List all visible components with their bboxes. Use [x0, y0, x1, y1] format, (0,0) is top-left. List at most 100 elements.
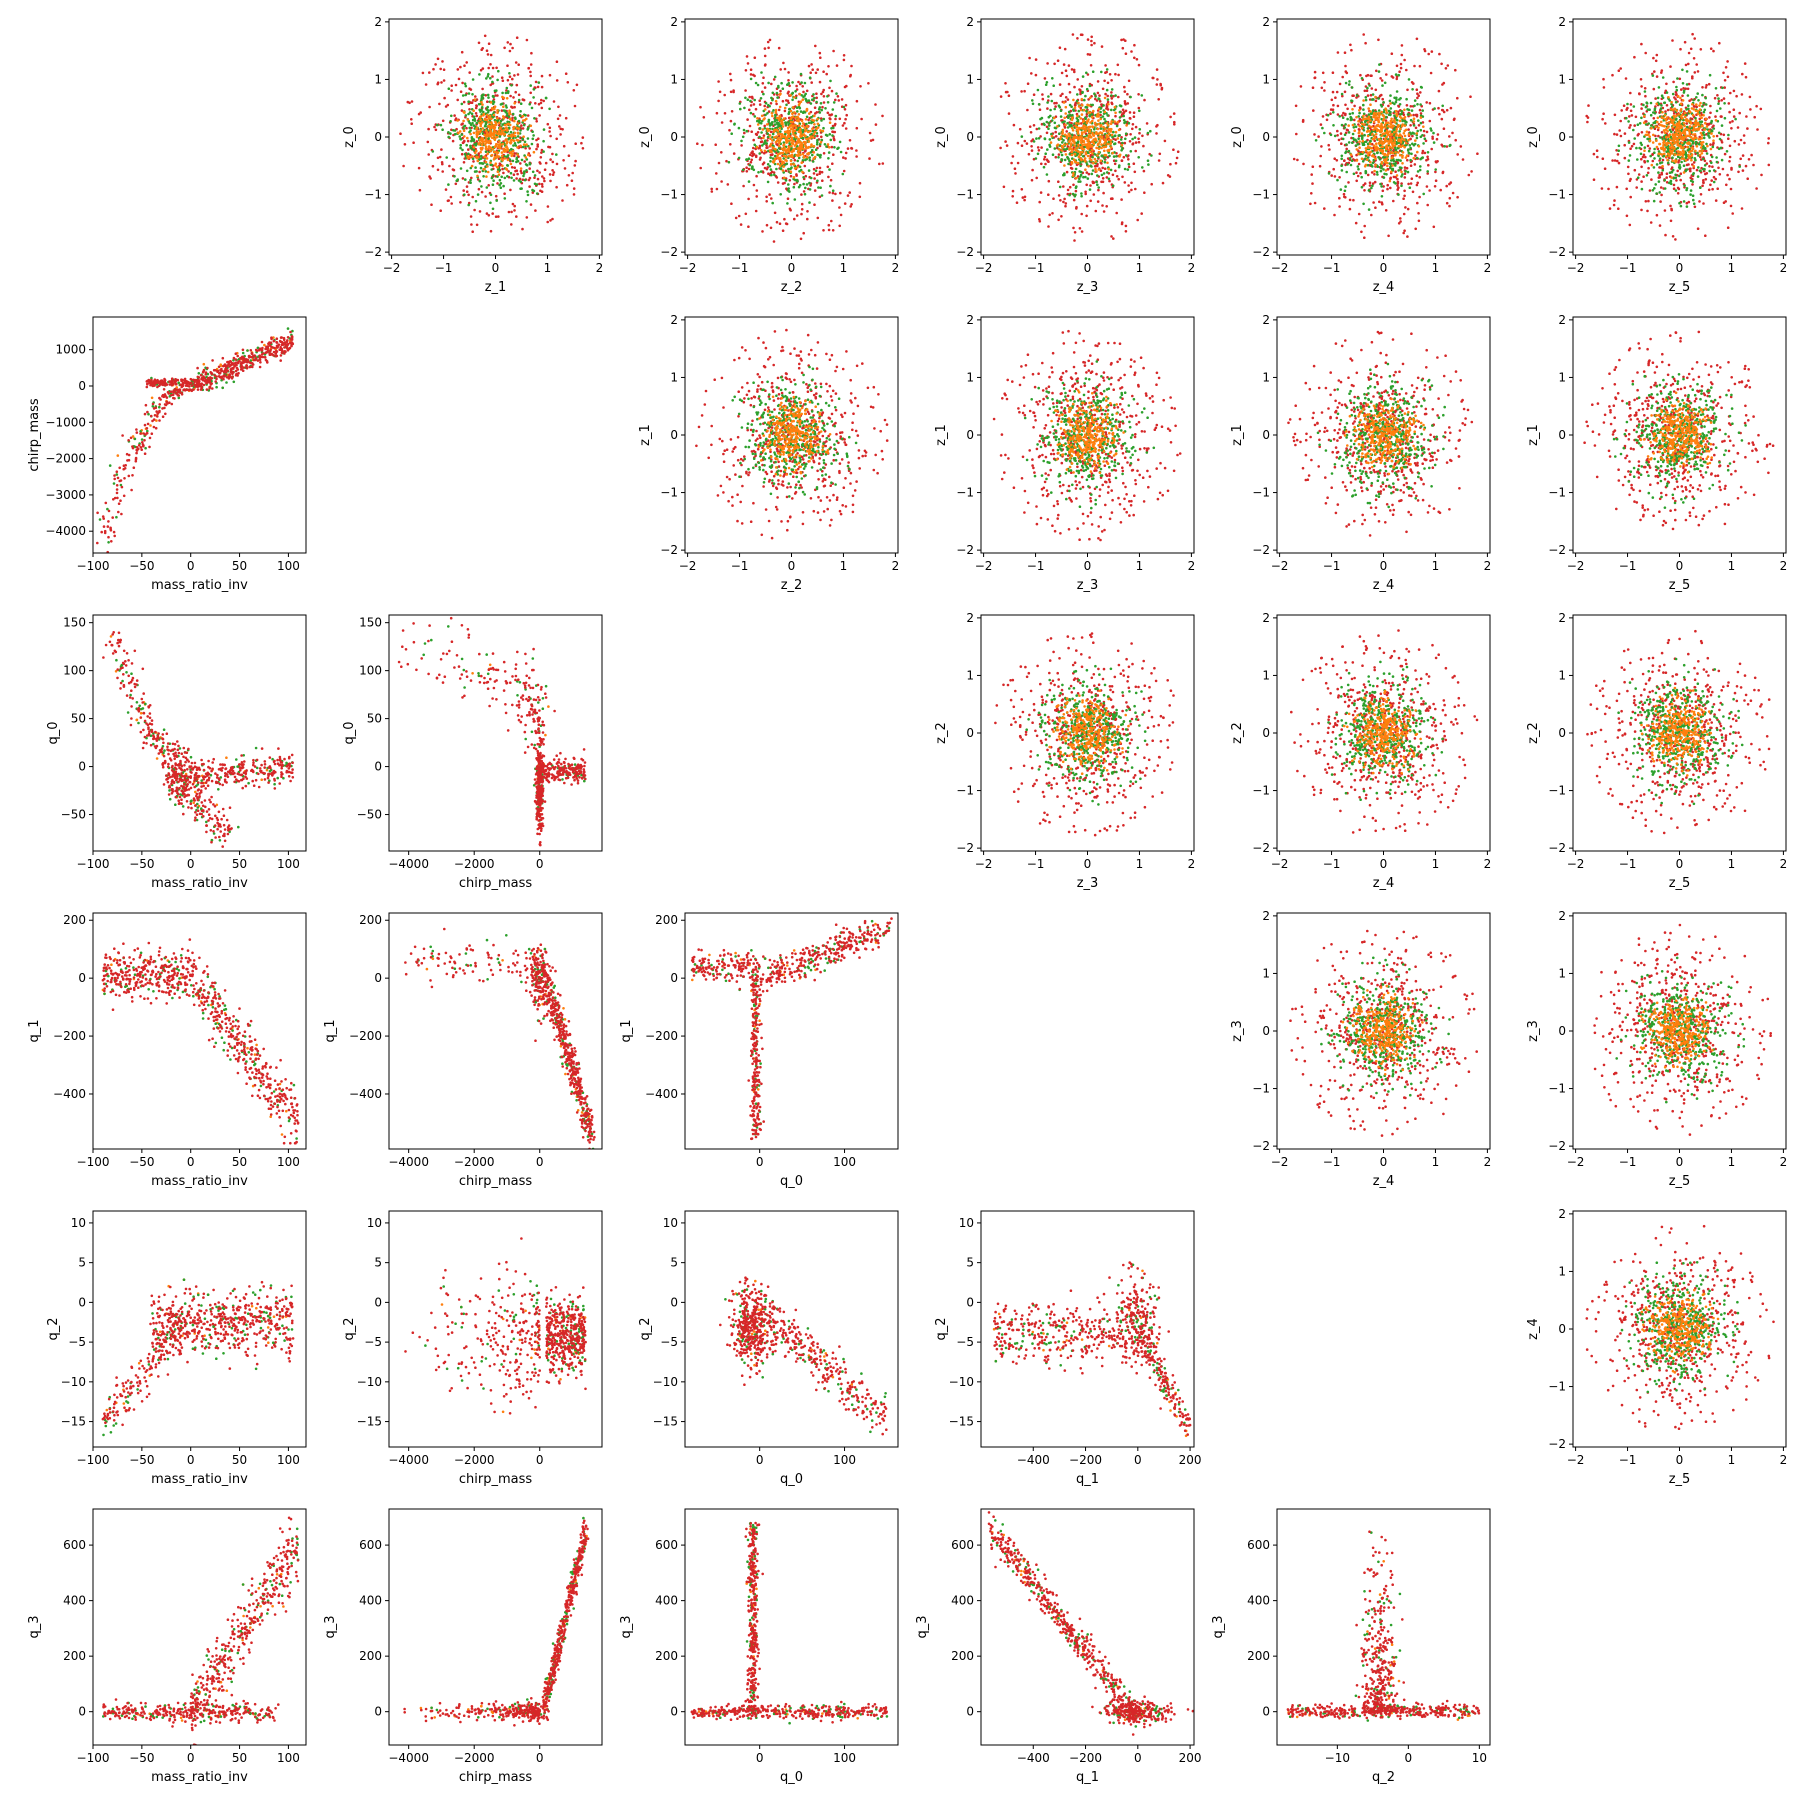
data-point — [1344, 103, 1347, 107]
data-point — [778, 114, 781, 118]
data-point — [470, 139, 473, 143]
data-point — [1124, 109, 1128, 113]
data-point — [1407, 151, 1411, 155]
data-point — [732, 152, 736, 155]
data-point — [830, 219, 833, 223]
data-point — [479, 129, 483, 132]
data-point — [1072, 98, 1075, 102]
data-point — [441, 170, 445, 173]
data-point — [1061, 92, 1064, 96]
data-point — [1423, 151, 1427, 155]
data-point — [769, 130, 773, 134]
data-point — [1007, 112, 1011, 115]
data-point — [458, 130, 462, 133]
data-point — [1367, 129, 1370, 132]
data-point — [1004, 82, 1007, 85]
data-point — [1176, 150, 1180, 153]
y-tick-label: −1 — [956, 188, 974, 202]
data-point — [1095, 180, 1098, 184]
data-point — [789, 159, 793, 163]
data-point — [478, 170, 481, 174]
data-point — [1403, 129, 1406, 133]
data-point — [1343, 51, 1347, 54]
data-point — [827, 157, 830, 160]
data-point — [1364, 154, 1368, 158]
data-point — [1383, 163, 1386, 167]
data-point — [1398, 166, 1402, 169]
data-point — [805, 98, 808, 102]
data-point — [1397, 141, 1401, 145]
data-point — [1136, 218, 1139, 222]
data-point — [830, 89, 834, 93]
data-point — [1130, 188, 1133, 192]
data-point — [521, 114, 525, 118]
data-point — [793, 119, 796, 122]
data-point — [760, 114, 764, 118]
data-point — [822, 229, 825, 232]
data-point — [776, 138, 780, 141]
data-point — [1442, 127, 1446, 130]
data-point — [1155, 125, 1158, 128]
data-point — [1065, 136, 1069, 140]
data-point — [807, 118, 810, 122]
data-point — [740, 139, 743, 143]
data-point — [769, 142, 773, 146]
data-point — [825, 145, 828, 148]
data-point — [502, 184, 505, 188]
data-point — [764, 113, 767, 117]
data-point — [1083, 130, 1086, 134]
data-point — [1080, 194, 1083, 198]
data-point — [1067, 114, 1070, 117]
data-point — [531, 188, 534, 192]
data-point — [513, 204, 516, 208]
data-point — [1400, 184, 1403, 188]
data-point — [1081, 33, 1084, 37]
data-point — [1011, 195, 1014, 198]
data-point — [450, 128, 453, 132]
data-point — [1399, 141, 1403, 144]
data-point — [1074, 160, 1078, 164]
data-point — [737, 156, 741, 160]
data-point — [820, 135, 823, 139]
data-point — [492, 158, 496, 161]
data-point — [1073, 144, 1076, 148]
data-point — [1023, 139, 1027, 143]
data-point — [465, 61, 469, 64]
data-point — [1073, 239, 1076, 242]
data-point — [1361, 135, 1364, 139]
data-point — [1101, 87, 1105, 91]
data-point — [1357, 134, 1361, 138]
data-point — [1401, 173, 1404, 176]
data-point — [787, 90, 790, 94]
data-point — [811, 136, 815, 139]
data-point — [480, 148, 484, 151]
data-point — [781, 99, 785, 103]
data-point — [1323, 131, 1326, 135]
data-point — [542, 99, 545, 103]
data-point — [771, 114, 774, 118]
data-point — [1398, 130, 1401, 133]
data-point — [1390, 52, 1394, 55]
data-point — [1406, 170, 1410, 174]
data-point — [1106, 108, 1110, 111]
data-point — [1073, 141, 1076, 145]
data-point — [734, 216, 738, 220]
data-point — [483, 167, 486, 171]
data-point — [1389, 113, 1392, 117]
data-point — [1384, 119, 1388, 122]
data-point — [1090, 165, 1093, 168]
data-point — [1080, 146, 1084, 149]
data-point — [831, 189, 835, 192]
data-point — [763, 151, 766, 155]
data-point — [1088, 53, 1092, 56]
data-point — [843, 121, 846, 125]
data-point — [793, 129, 796, 133]
data-point — [498, 178, 502, 182]
data-point — [744, 89, 747, 92]
data-point — [498, 127, 502, 130]
data-point — [714, 143, 717, 146]
data-point — [507, 210, 511, 214]
data-point — [1330, 98, 1334, 102]
data-point — [464, 178, 467, 181]
data-point — [788, 139, 792, 142]
